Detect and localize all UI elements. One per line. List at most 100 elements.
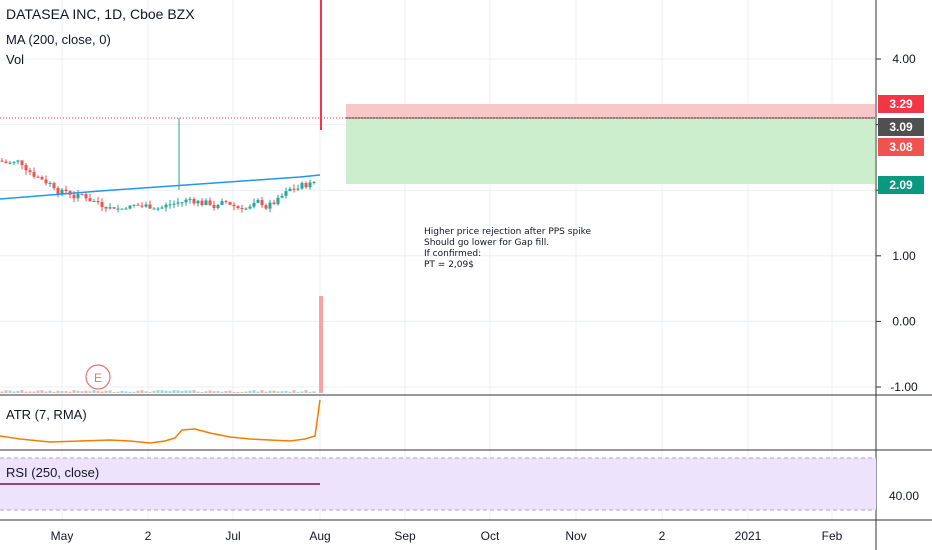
candle-body: [84, 194, 88, 199]
candle-body: [4, 161, 8, 164]
candle-body: [272, 202, 276, 205]
price-tag-prev: 3.08: [878, 138, 924, 156]
candle-body: [176, 202, 180, 204]
volume-bar: [244, 391, 248, 393]
candle-body: [172, 203, 176, 205]
candle-body: [108, 207, 112, 209]
candle-body: [72, 194, 76, 199]
candle-body: [40, 176, 44, 180]
x-tick-label: Jul: [225, 529, 240, 543]
candle-body: [292, 188, 296, 190]
x-tick-label: Feb: [822, 529, 843, 543]
candle-body: [240, 208, 244, 210]
candle-body: [16, 160, 20, 162]
candle-body: [128, 205, 132, 209]
candle-body: [32, 172, 36, 177]
ma-legend[interactable]: MA (200, close, 0): [6, 32, 111, 47]
candle-body: [212, 204, 216, 209]
volume-bar: [8, 390, 12, 393]
chart-title: DATASEA INC, 1D, Cboe BZX: [6, 6, 195, 22]
volume-bar: [304, 390, 308, 393]
candle-body: [60, 189, 64, 195]
volume-bar: [280, 391, 284, 393]
candle-body: [0, 160, 4, 162]
volume-bar: [156, 390, 160, 393]
rsi-legend[interactable]: RSI (250, close): [6, 465, 100, 480]
volume-bar: [300, 391, 304, 393]
candle-body: [192, 198, 196, 204]
x-tick-label: 2021: [735, 529, 762, 543]
volume-bar: [288, 391, 292, 393]
candle-body: [48, 182, 52, 184]
candle-body: [168, 204, 172, 206]
x-tick-label: 2: [659, 529, 666, 543]
candle-body: [80, 193, 84, 195]
candle-body: [208, 200, 212, 205]
volume-bar: [12, 391, 16, 393]
stop-zone[interactable]: [346, 104, 875, 118]
volume-bar: [192, 390, 196, 393]
volume-bar: [176, 390, 180, 393]
atr-legend[interactable]: ATR (7, RMA): [6, 407, 87, 422]
volume-bar: [308, 391, 312, 393]
candle-body: [268, 202, 272, 209]
candle-body: [308, 182, 312, 188]
volume-bar: [116, 391, 120, 393]
candle-body: [64, 189, 68, 192]
volume-bar: [236, 391, 240, 393]
volume-bar: [204, 391, 208, 393]
annotation-note[interactable]: Higher price rejection after PPS spike S…: [424, 227, 592, 270]
volume-bar: [132, 391, 136, 393]
candle-body: [24, 165, 28, 171]
volume-bar: [72, 390, 76, 393]
candle-body: [236, 206, 240, 209]
candle-body: [244, 208, 248, 210]
volume-bar: [76, 390, 80, 393]
volume-bar: [108, 390, 112, 393]
volume-bar: [136, 390, 140, 393]
candle-body: [92, 201, 96, 203]
volume-bar: [88, 391, 92, 393]
volume-bar: [52, 391, 56, 393]
volume-bar: [160, 390, 164, 393]
candle-body: [112, 207, 116, 209]
price-tag-target: 2.09: [878, 176, 924, 194]
vol-legend[interactable]: Vol: [6, 52, 25, 67]
volume-bar: [0, 391, 4, 393]
candle-body: [96, 201, 100, 203]
volume-bar: [264, 391, 268, 393]
candle-body: [216, 204, 220, 209]
candle-body: [132, 204, 136, 206]
volume-bar: [4, 390, 8, 393]
volume-bar: [48, 390, 52, 393]
earnings-marker[interactable]: [85, 364, 111, 390]
volume-bar: [56, 390, 60, 393]
candle-body: [56, 188, 60, 195]
candle-body: [104, 206, 108, 209]
candle-body: [196, 200, 200, 204]
candle-body: [52, 182, 56, 189]
rsi-axis-label: 40.00: [889, 489, 919, 503]
candle-body: [296, 188, 300, 190]
x-tick-label: May: [51, 529, 74, 543]
volume-bar: [252, 390, 256, 393]
volume-bar: [272, 390, 276, 393]
volume-bar: [128, 391, 132, 393]
volume-bar: [112, 391, 116, 393]
candle-body: [160, 207, 164, 209]
volume-bar: [292, 390, 296, 393]
candle-body: [156, 208, 160, 210]
candle-body: [164, 204, 168, 208]
y-tick-label: 0.00: [892, 314, 916, 328]
candle-body: [288, 188, 292, 192]
volume-bar: [16, 391, 20, 393]
target-zone[interactable]: [346, 118, 875, 184]
y-tick-label: 1.00: [892, 249, 916, 263]
candle-body: [12, 161, 16, 163]
volume-bar: [100, 391, 104, 393]
candle-body: [36, 176, 40, 178]
candle-body: [228, 202, 232, 205]
volume-bar: [196, 391, 200, 393]
candle-body: [248, 206, 252, 209]
